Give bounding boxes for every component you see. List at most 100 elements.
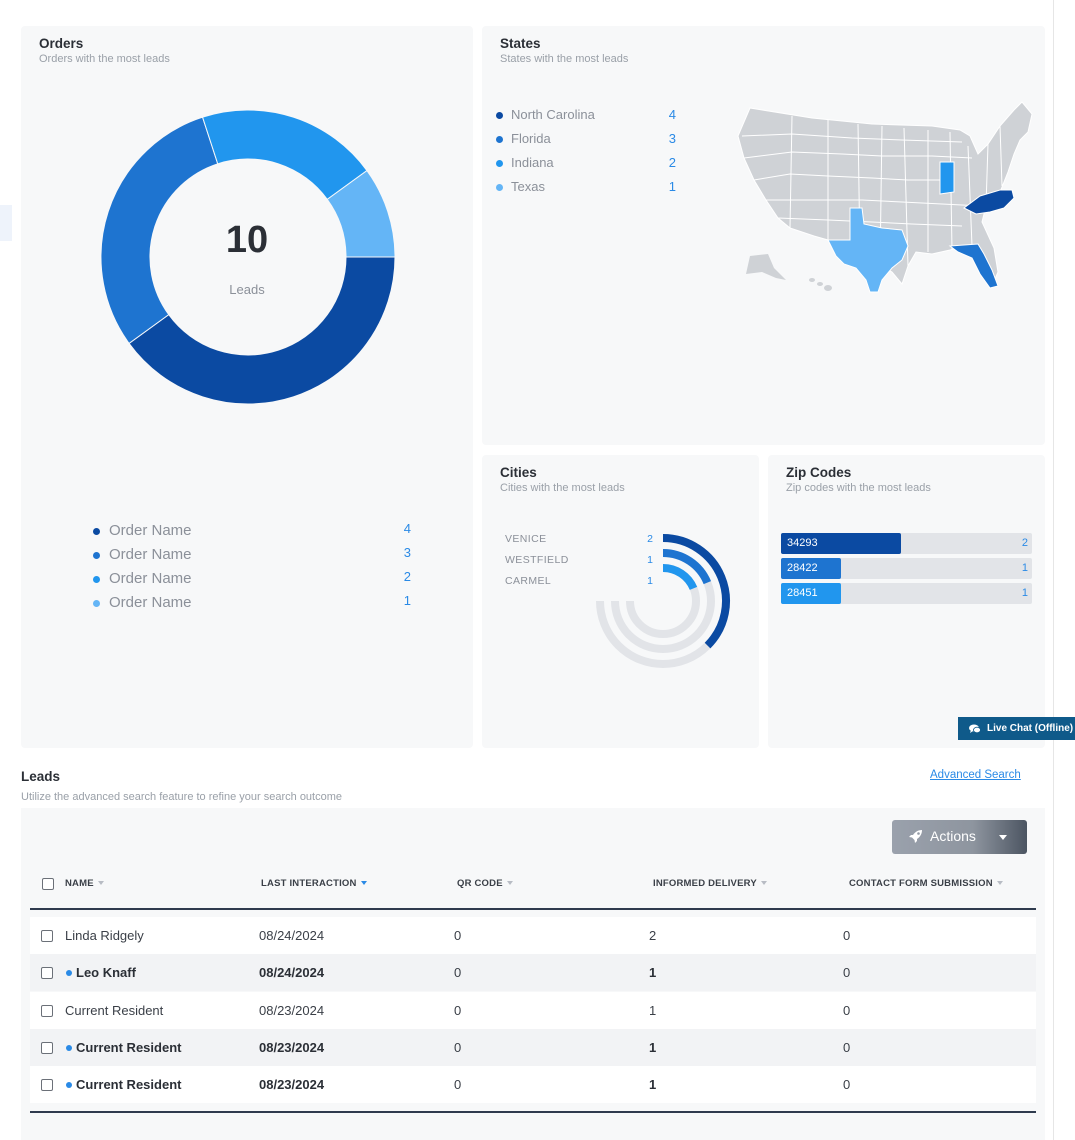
column-header-last-interaction[interactable]: LAST INTERACTION	[261, 878, 367, 889]
legend-label: Florida	[511, 131, 551, 146]
orders-legend-item[interactable]: Order Name 1	[91, 592, 411, 616]
state-florida[interactable]	[948, 243, 999, 289]
lead-name[interactable]: Linda Ridgely	[65, 928, 144, 943]
lead-qr-code: 0	[454, 1077, 462, 1092]
lead-last-interaction: 08/23/2024	[259, 1077, 325, 1092]
lead-informed-delivery: 1	[649, 965, 657, 980]
row-checkbox[interactable]	[41, 930, 53, 942]
radial-bar[interactable]	[662, 549, 712, 585]
orders-legend-item[interactable]: Order Name 4	[91, 520, 411, 544]
lead-last-interaction: 08/24/2024	[259, 965, 325, 980]
lead-name[interactable]: Leo Knaff	[76, 965, 136, 980]
lead-informed-delivery: 2	[649, 928, 657, 943]
legend-value: 3	[668, 131, 676, 146]
actions-dropdown-button[interactable]: Actions	[892, 820, 1027, 854]
legend-value: 4	[668, 107, 676, 122]
states-legend-item[interactable]: Indiana 2	[494, 153, 676, 177]
table-row[interactable]: Leo Knaff 08/24/2024 0 1 0	[30, 954, 1036, 991]
row-checkbox[interactable]	[41, 1079, 53, 1091]
lead-contact-form: 0	[843, 1077, 851, 1092]
lead-name[interactable]: Current Resident	[76, 1077, 182, 1092]
zip-code-row[interactable]: 28451 1	[781, 583, 1032, 604]
table-row[interactable]: Linda Ridgely 08/24/2024 0 2 0	[30, 917, 1036, 954]
table-row[interactable]: Current Resident 08/23/2024 0 1 0	[30, 1029, 1036, 1066]
live-chat-button[interactable]: Live Chat (Offline)	[958, 717, 1075, 740]
legend-value: 3	[403, 545, 411, 560]
state-north-carolina[interactable]	[963, 189, 1015, 215]
column-header-name[interactable]: NAME	[65, 878, 104, 889]
orders-legend-item[interactable]: Order Name 3	[91, 544, 411, 568]
zip-code-row[interactable]: 28422 1	[781, 558, 1032, 579]
cities-title: Cities	[500, 465, 537, 480]
legend-value: 2	[668, 155, 676, 170]
table-row[interactable]: Current Resident 08/23/2024 0 1 0	[30, 992, 1036, 1029]
leads-subtitle: Utilize the advanced search feature to r…	[21, 791, 343, 803]
legend-dot	[496, 184, 503, 191]
lead-last-interaction: 08/24/2024	[259, 928, 325, 943]
orders-legend: Order Name 4 Order Name 3 Order Name 2 O…	[91, 520, 411, 616]
legend-value: 1	[647, 554, 653, 566]
cities-radial-chart	[596, 534, 730, 668]
cities-legend-item[interactable]: VENICE 2	[505, 532, 653, 553]
lead-name[interactable]: Current Resident	[76, 1040, 182, 1055]
legend-label: WESTFIELD	[505, 554, 569, 566]
orders-legend-item[interactable]: Order Name 2	[91, 568, 411, 592]
states-legend-item[interactable]: Texas 1	[494, 177, 676, 201]
radial-bar[interactable]	[662, 534, 730, 649]
lead-name[interactable]: Current Resident	[65, 1003, 164, 1018]
zip-codes-subtitle: Zip codes with the most leads	[786, 482, 931, 494]
row-checkbox[interactable]	[41, 1005, 53, 1017]
state-texas[interactable]	[827, 207, 909, 293]
sidebar-edge	[0, 205, 12, 241]
state-hawaii	[809, 278, 832, 291]
legend-value: 1	[647, 575, 653, 587]
column-header-contact-form[interactable]: CONTACT FORM SUBMISSION	[849, 878, 1003, 889]
column-header-qr-code[interactable]: QR CODE	[457, 878, 513, 889]
zip-code-value: 2	[1021, 537, 1028, 549]
legend-dot	[496, 136, 503, 143]
advanced-search-link[interactable]: Advanced Search	[930, 769, 1021, 781]
state-alaska	[746, 254, 786, 280]
zip-code-value: 1	[1021, 587, 1028, 599]
cities-legend-item[interactable]: WESTFIELD 1	[505, 553, 653, 574]
row-checkbox[interactable]	[41, 967, 53, 979]
select-all-checkbox[interactable]	[42, 878, 54, 890]
zip-code-row[interactable]: 34293 2	[781, 533, 1032, 554]
unread-dot-icon	[66, 1045, 72, 1051]
sort-caret-icon	[360, 881, 367, 886]
lead-contact-form: 0	[843, 1040, 851, 1055]
legend-label: Order Name	[109, 570, 192, 587]
table-row[interactable]: Current Resident 08/23/2024 0 1 0	[30, 1066, 1036, 1103]
lead-contact-form: 0	[843, 1003, 851, 1018]
table-header-divider	[30, 908, 1036, 910]
lead-qr-code: 0	[454, 965, 462, 980]
sort-caret-icon	[760, 881, 767, 886]
us-states-map[interactable]	[732, 96, 1042, 296]
legend-value: 2	[647, 533, 653, 545]
radial-bar[interactable]	[662, 564, 698, 591]
zip-code-bar	[781, 558, 842, 579]
legend-dot	[93, 528, 100, 535]
cities-legend-item[interactable]: CARMEL 1	[505, 574, 653, 595]
rocket-icon	[909, 830, 922, 843]
table-footer-divider	[30, 1111, 1036, 1113]
donut-slice[interactable]	[201, 110, 368, 201]
orders-total-value: 10	[225, 219, 269, 261]
state-indiana[interactable]	[939, 161, 955, 195]
donut-slice[interactable]	[128, 256, 395, 404]
donut-slice[interactable]	[326, 169, 395, 258]
lead-informed-delivery: 1	[649, 1077, 657, 1092]
leads-table-panel: Actions NAME LAST INTERACTION QR CODE IN…	[21, 808, 1045, 1140]
legend-label: Order Name	[109, 522, 192, 539]
legend-dot	[496, 112, 503, 119]
donut-slice[interactable]	[101, 116, 219, 345]
lead-qr-code: 0	[454, 1003, 462, 1018]
sort-caret-icon	[506, 881, 513, 886]
states-legend-item[interactable]: North Carolina 4	[494, 105, 676, 129]
unread-dot-icon	[66, 970, 72, 976]
states-legend-item[interactable]: Florida 3	[494, 129, 676, 153]
row-checkbox[interactable]	[41, 1042, 53, 1054]
leads-title: Leads	[21, 769, 61, 784]
lead-informed-delivery: 1	[649, 1040, 657, 1055]
column-header-informed-delivery[interactable]: INFORMED DELIVERY	[653, 878, 767, 889]
